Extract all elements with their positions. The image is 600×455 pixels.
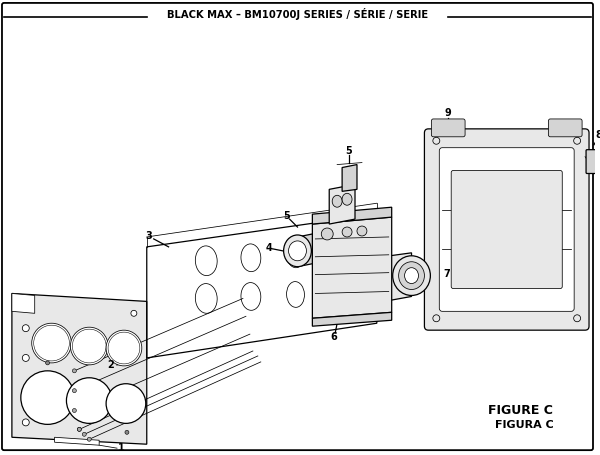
Ellipse shape: [284, 235, 311, 267]
Ellipse shape: [73, 389, 76, 393]
Ellipse shape: [22, 325, 29, 332]
Ellipse shape: [404, 268, 418, 283]
Ellipse shape: [21, 371, 74, 425]
Ellipse shape: [73, 329, 106, 363]
Ellipse shape: [392, 256, 430, 295]
Ellipse shape: [398, 262, 424, 289]
Polygon shape: [298, 234, 313, 267]
Text: 5: 5: [346, 146, 352, 156]
FancyBboxPatch shape: [439, 148, 574, 311]
Ellipse shape: [46, 361, 50, 365]
Ellipse shape: [67, 378, 112, 424]
Ellipse shape: [77, 427, 82, 431]
Ellipse shape: [332, 195, 342, 207]
Ellipse shape: [32, 323, 71, 363]
Text: 5: 5: [283, 211, 290, 221]
Ellipse shape: [321, 228, 333, 240]
Ellipse shape: [73, 369, 76, 373]
Text: 3: 3: [145, 231, 152, 241]
Polygon shape: [313, 217, 392, 318]
Polygon shape: [313, 207, 392, 224]
Polygon shape: [390, 253, 412, 300]
Text: FIGURE C: FIGURE C: [488, 404, 553, 417]
FancyBboxPatch shape: [548, 119, 582, 137]
Text: BLACK MAX – BM10700J SERIES / SÉRIE / SERIE: BLACK MAX – BM10700J SERIES / SÉRIE / SE…: [167, 8, 428, 20]
Ellipse shape: [22, 389, 29, 396]
FancyBboxPatch shape: [586, 150, 600, 173]
Polygon shape: [329, 184, 355, 224]
Polygon shape: [342, 165, 357, 192]
Text: 6: 6: [331, 332, 338, 342]
Polygon shape: [12, 293, 147, 444]
Text: 1: 1: [118, 443, 124, 453]
Ellipse shape: [70, 327, 108, 365]
Ellipse shape: [87, 437, 91, 441]
Ellipse shape: [342, 227, 352, 237]
Text: 2: 2: [107, 360, 115, 370]
Ellipse shape: [106, 330, 142, 366]
Ellipse shape: [342, 193, 352, 205]
Polygon shape: [12, 293, 35, 313]
Ellipse shape: [131, 415, 137, 420]
Polygon shape: [55, 437, 99, 445]
Text: 9: 9: [445, 108, 452, 118]
Text: 8: 8: [596, 130, 600, 140]
Ellipse shape: [357, 226, 367, 236]
Polygon shape: [313, 312, 392, 326]
FancyBboxPatch shape: [431, 119, 465, 137]
FancyBboxPatch shape: [451, 171, 562, 288]
Text: 4: 4: [265, 243, 272, 253]
Ellipse shape: [22, 354, 29, 361]
Ellipse shape: [289, 241, 307, 261]
Ellipse shape: [106, 384, 146, 424]
Ellipse shape: [108, 332, 140, 364]
Ellipse shape: [34, 325, 70, 361]
Ellipse shape: [73, 409, 76, 413]
Ellipse shape: [125, 430, 129, 434]
Text: FIGURA C: FIGURA C: [494, 420, 553, 430]
Ellipse shape: [82, 432, 86, 436]
Text: 7: 7: [444, 268, 451, 278]
Ellipse shape: [77, 427, 82, 431]
Ellipse shape: [131, 310, 137, 316]
FancyBboxPatch shape: [424, 129, 589, 330]
Ellipse shape: [22, 419, 29, 426]
